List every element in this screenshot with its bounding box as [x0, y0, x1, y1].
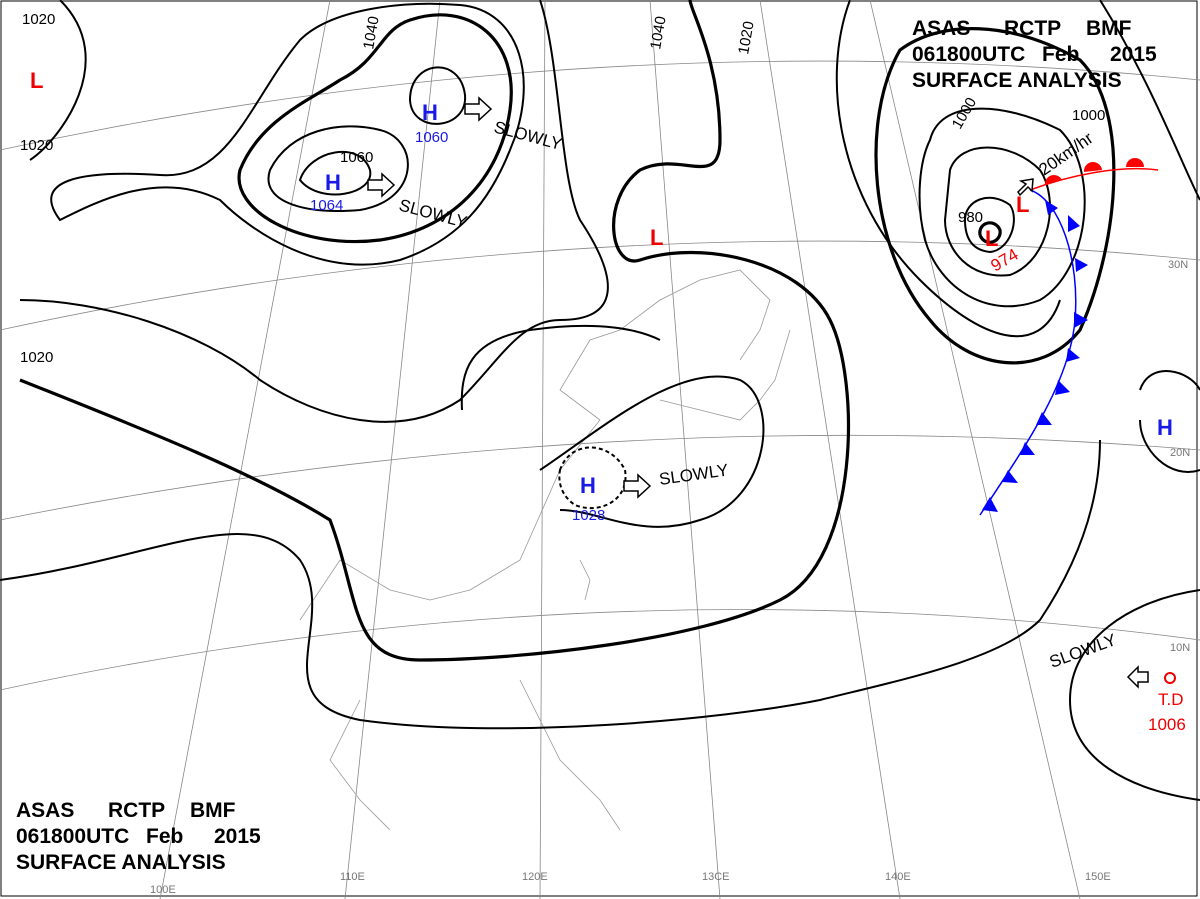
lon-label: 13CE [702, 871, 730, 883]
td-pressure-value: 1006 [1148, 715, 1186, 734]
map-label: RCTP [1004, 17, 1062, 40]
map-label: SURFACE ANALYSIS [912, 69, 1122, 92]
map-label: Feb [146, 825, 184, 848]
lon-label: 120E [522, 871, 548, 883]
high-pressure-value: 1060 [415, 129, 448, 146]
header-title: ASAS RCTP BMF 061800UTC Feb 2015 SURFACE ANA… [912, 16, 1157, 94]
footer-title: ASAS RCTP BMF 061800UTC Feb 2015 SURFACE ANA… [16, 798, 261, 876]
map-label: BMF [1086, 17, 1132, 40]
isobars [0, 0, 1200, 801]
lat-label: 30N [1168, 259, 1188, 271]
map-label: 2015 [214, 825, 261, 848]
high-pressure-value: 1028 [572, 507, 605, 524]
low-center: L [650, 225, 663, 250]
arrow-right-icon [367, 172, 396, 198]
arrow-right-icon [623, 473, 652, 499]
low-center: L [1016, 192, 1029, 217]
high-center: H [1157, 415, 1173, 440]
map-label: 1020 [20, 349, 53, 366]
map-label: 1020 [22, 11, 55, 28]
map-label: SLOWLY [658, 460, 730, 489]
map-label: 1040 [647, 15, 670, 51]
map-label: SLOWLY [397, 196, 469, 232]
lon-label: 110E [340, 871, 365, 883]
map-label: 1020 [735, 20, 758, 56]
td-label: T.D [1158, 690, 1184, 709]
map-label: 061800UTC [912, 43, 1026, 66]
warm-front [1029, 167, 1159, 191]
map-label: ASAS [16, 799, 75, 822]
map-label: 1060 [340, 149, 373, 166]
high-center: H [325, 170, 341, 195]
movement-labels: SLOWLY SLOWLY SLOWLY SLOWLY 20km/hr [397, 118, 1119, 672]
pressure-centers: H 1060 H 1064 H 1028 H L 974 L L L T.D 1… [30, 68, 1186, 734]
map-label: ASAS [912, 17, 971, 40]
high-center: H [580, 473, 596, 498]
coastlines [299, 269, 791, 831]
movement-arrows [367, 96, 1149, 689]
grid-labels: 100E 110E 120E 13CE 140E 150E 10N 20N 30… [150, 259, 1190, 896]
lon-label: 140E [885, 871, 911, 883]
warm-front-semicircles [1044, 158, 1144, 185]
high-pressure-value: 1064 [310, 197, 343, 214]
lon-label: 100E [150, 884, 176, 896]
map-label: 2015 [1110, 43, 1157, 66]
tropical-depression-icon [1164, 672, 1176, 684]
map-label: SLOWLY [1047, 630, 1119, 672]
map-label: 1000 [1072, 107, 1105, 124]
lat-label: 20N [1170, 447, 1190, 459]
low-center: L [30, 68, 43, 93]
lon-label: 150E [1085, 871, 1111, 883]
arrow-left-icon [1126, 665, 1149, 689]
low-center: L [985, 226, 998, 251]
map-label: RCTP [108, 799, 166, 822]
map-label: SLOWLY [492, 118, 564, 154]
map-label: SURFACE ANALYSIS [16, 851, 226, 874]
arrow-northeast-icon [1017, 178, 1034, 197]
cold-front-triangles [982, 200, 1088, 512]
map-label: Feb [1042, 43, 1080, 66]
lat-label: 10N [1170, 642, 1190, 654]
map-label: 980 [958, 209, 983, 226]
map-label: 061800UTC [16, 825, 130, 848]
arrow-right-icon [464, 96, 493, 122]
map-label: BMF [190, 799, 236, 822]
high-center: H [422, 100, 438, 125]
map-label: 1020 [20, 137, 53, 154]
map-label: 1040 [360, 15, 383, 51]
fronts [979, 158, 1159, 516]
